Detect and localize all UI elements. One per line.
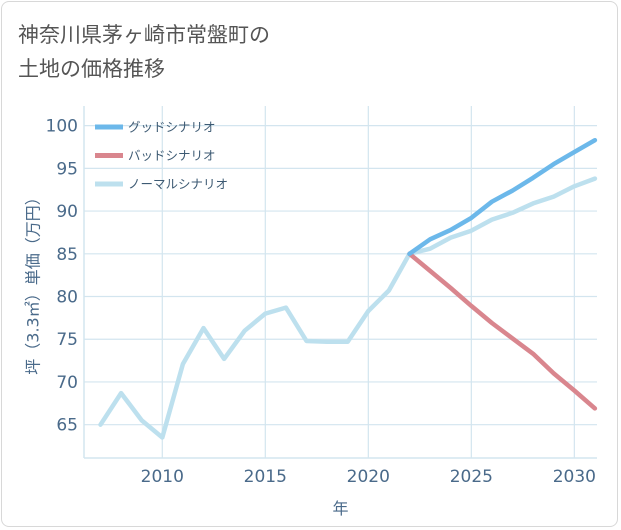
legend-label-good: グッドシナリオ [128, 120, 216, 135]
chart-title-line1: 神奈川県茅ヶ崎市常盤町の [18, 23, 270, 47]
y-tick-label-75: 75 [56, 330, 78, 350]
y-tick-label-80: 80 [56, 288, 78, 308]
y-tick-labels: 65 70 75 80 85 90 95 100 [46, 117, 78, 436]
y-tick-label-95: 95 [56, 159, 78, 179]
x-tick-label-2025: 2025 [450, 467, 493, 487]
y-tick-label-90: 90 [56, 202, 78, 222]
chart-title: 神奈川県茅ヶ崎市常盤町の 土地の価格推移 [18, 18, 270, 86]
grid-lines [84, 106, 597, 458]
y-tick-label-70: 70 [56, 373, 78, 393]
legend-label-bad: バッドシナリオ [128, 148, 216, 163]
x-tick-label-2030: 2030 [553, 467, 596, 487]
legend-label-normal: ノーマルシナリオ [128, 177, 228, 192]
axes [83, 106, 597, 459]
series-line-good [407, 137, 598, 257]
x-tick-label-2015: 2015 [244, 467, 287, 487]
y-tick-label-100: 100 [46, 117, 78, 137]
x-tick-label-2020: 2020 [347, 467, 390, 487]
x-tick-labels: 2010 2015 2020 2025 2030 [141, 467, 596, 487]
y-tick-label-85: 85 [56, 245, 78, 265]
series-line-bad [407, 251, 598, 411]
series-lines [98, 137, 598, 440]
series-line-normal [98, 176, 598, 440]
x-axis-label: 年 [332, 499, 348, 518]
y-tick-label-65: 65 [56, 416, 78, 436]
x-tick-label-2010: 2010 [141, 467, 184, 487]
chart-title-line2: 土地の価格推移 [18, 57, 165, 81]
y-axis-label: 坪（3.3㎡）単価（万円） [24, 189, 43, 374]
